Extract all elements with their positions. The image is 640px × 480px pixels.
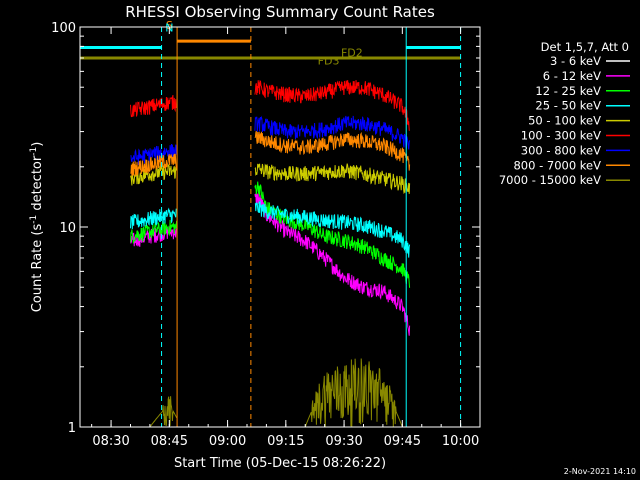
x-tick-label: 08:45: [151, 434, 188, 449]
flag-label-fd2: FD2: [341, 47, 363, 60]
chart-title: RHESSI Observing Summary Count Rates: [125, 3, 435, 21]
series-line-4: [130, 200, 411, 258]
y-axis-label-sup2: -1: [29, 147, 39, 156]
legend-entry-label: 3 - 6 keV: [550, 54, 601, 68]
series-line-5: [130, 163, 411, 195]
x-axis-label: Start Time (05-Dec-15 08:26:22): [174, 456, 386, 471]
y-tick-label: 10: [59, 221, 76, 236]
y-tick-label: 100: [51, 21, 76, 36]
x-tick-label: 09:30: [325, 434, 362, 449]
flag-label-s: S: [166, 19, 173, 32]
legend-entry-label: 100 - 300 keV: [521, 129, 601, 143]
legend-entry-label: 300 - 800 keV: [521, 143, 601, 157]
x-tick-label: 09:15: [267, 434, 304, 449]
y-axis-label-mid: detector: [30, 155, 45, 215]
legend-entry-label: 25 - 50 keV: [535, 99, 601, 113]
legend-entry-label: 50 - 100 keV: [528, 114, 601, 128]
x-tick-label: 09:45: [384, 434, 421, 449]
x-tick-label: 08:30: [92, 434, 129, 449]
legend-entry-label: 12 - 25 keV: [535, 84, 601, 98]
axis-ticks: 08:30 08:45 09:00 09:15 09:30 09:45 10:00 1 10 10…: [51, 21, 481, 449]
y-tick-label: 1: [68, 421, 76, 436]
footer-stamp: 2-Nov-2021 14:10: [564, 467, 636, 476]
legend-entry-label: 6 - 12 keV: [543, 69, 601, 83]
x-tick-label: 09:00: [209, 434, 246, 449]
x-tick-label: 10:00: [442, 434, 479, 449]
y-axis-label: Count Rate (s-1 detector-1): [29, 142, 45, 313]
y-axis-label-sup1: -1: [29, 215, 39, 224]
series-line-6: [130, 80, 410, 132]
legend-entry-label: 7000 - 15000 keV: [499, 173, 601, 187]
legend-title: Det 1,5,7, Att 0: [541, 40, 629, 54]
y-axis-label-end: ): [30, 142, 45, 147]
flag-label-fd3: FD3: [318, 54, 340, 67]
y-axis-label-main: Count Rate (s: [30, 224, 45, 313]
series-line-3: [130, 181, 411, 288]
series-line-8: [130, 130, 411, 177]
legend-entry-label: 800 - 7000 keV: [513, 158, 601, 172]
